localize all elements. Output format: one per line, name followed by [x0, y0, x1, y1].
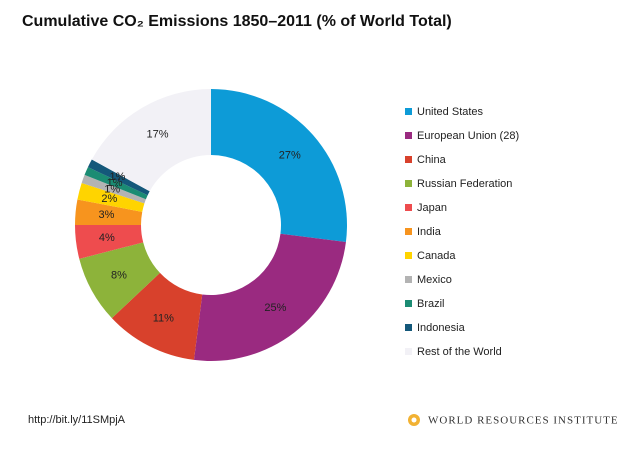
logo	[408, 414, 420, 426]
legend-swatch	[405, 348, 412, 355]
value-label: 27%	[279, 149, 301, 161]
legend-swatch	[405, 108, 412, 115]
legend-swatch	[405, 324, 412, 331]
donut-slice	[75, 199, 143, 225]
value-label: 8%	[111, 269, 127, 281]
donut-slice	[75, 225, 144, 259]
legend-label: United States	[417, 106, 484, 118]
legend-swatch	[405, 132, 412, 139]
value-label: 17%	[147, 129, 169, 141]
legend-swatch	[405, 300, 412, 307]
legend-label: India	[417, 226, 442, 238]
legend-swatch	[405, 228, 412, 235]
value-label: 4%	[99, 232, 115, 244]
legend-label: European Union (28)	[417, 130, 519, 142]
legend-label: Rest of the World	[417, 346, 502, 358]
value-label: 2%	[101, 193, 117, 205]
legend-label: China	[417, 154, 447, 166]
donut-slice	[111, 272, 203, 360]
value-label: 1%	[109, 171, 125, 183]
value-label: 1%	[104, 183, 120, 195]
legend-swatch	[405, 156, 412, 163]
chart-title: Cumulative CO₂ Emissions 1850–2011 (% of…	[22, 13, 452, 30]
value-label: 3%	[99, 209, 115, 221]
credit: WORLD RESOURCES INSTITUTE	[428, 415, 619, 427]
donut-slice	[84, 167, 148, 200]
source-link: http://bit.ly/11SMpjA	[28, 414, 126, 426]
legend-swatch	[405, 204, 412, 211]
donut-slice	[87, 159, 150, 196]
value-label: 11%	[153, 312, 174, 324]
legend-swatch	[405, 252, 412, 259]
legend-label: Mexico	[417, 274, 452, 286]
logo-icon-center	[411, 417, 417, 423]
legend-label: Indonesia	[417, 322, 466, 334]
donut-slice	[91, 89, 211, 192]
legend-swatch	[405, 180, 412, 187]
legend-label: Canada	[417, 250, 456, 262]
donut-slice	[193, 233, 346, 362]
legend-label: Brazil	[417, 298, 445, 310]
value-label: 25%	[264, 302, 286, 314]
donut-slice	[77, 182, 145, 212]
value-label: 1%	[107, 177, 123, 189]
legend-swatch	[405, 276, 412, 283]
donut-slice	[81, 174, 146, 204]
legend-label: Russian Federation	[417, 178, 512, 190]
donut-slice	[79, 242, 160, 319]
legend-label: Japan	[417, 202, 447, 214]
donut-slice	[211, 89, 348, 243]
